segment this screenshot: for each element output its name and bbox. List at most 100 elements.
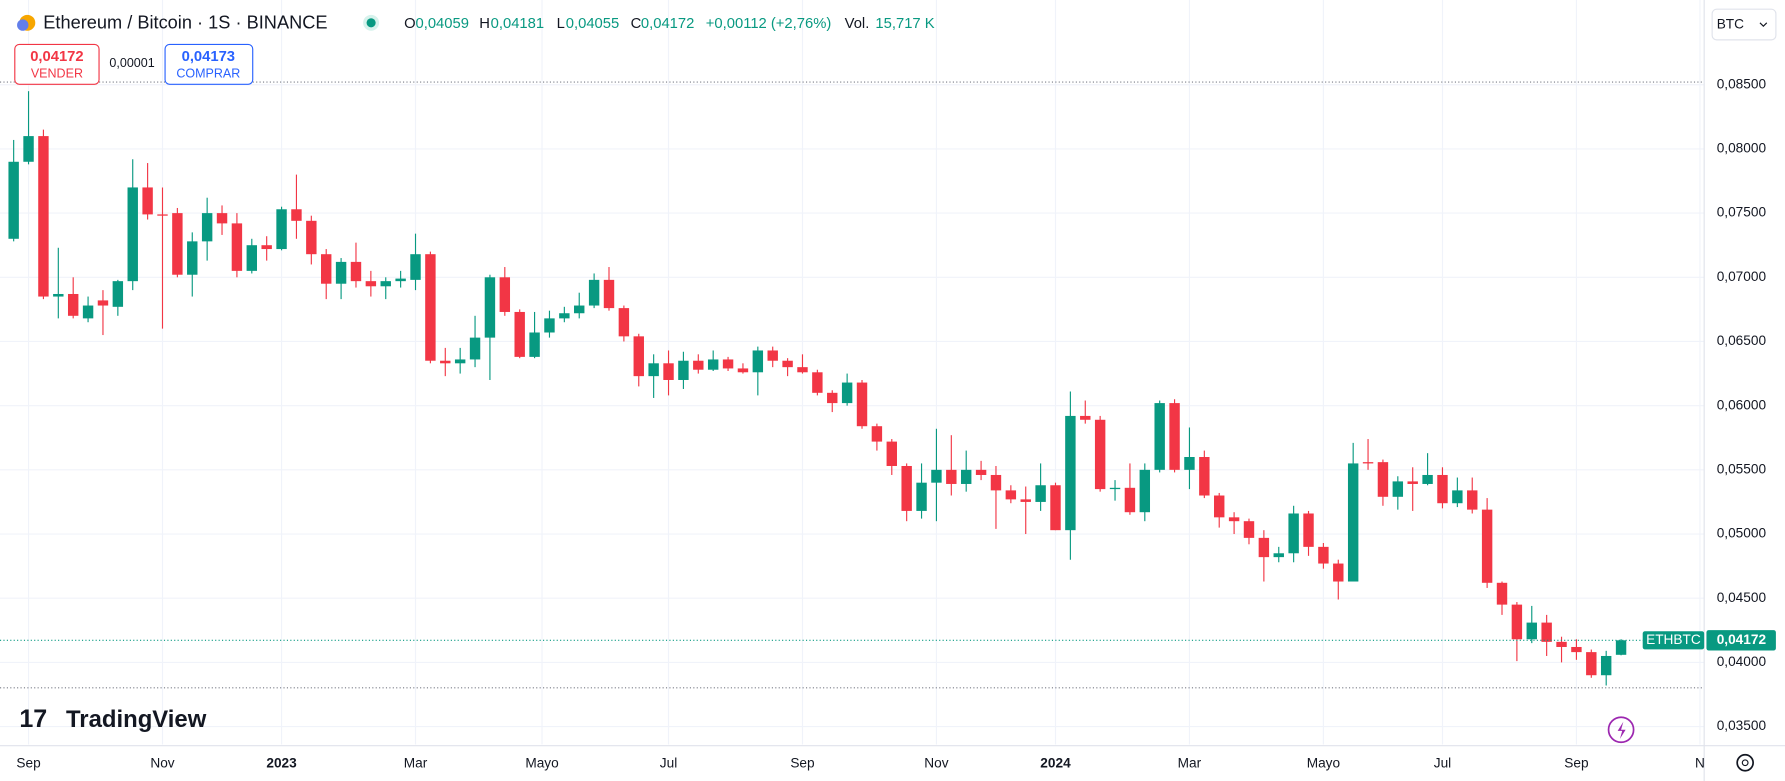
- y-tick-label: 0,06000: [1717, 397, 1767, 412]
- symbol-tag: [1642, 631, 1705, 650]
- candle-body: [1303, 513, 1314, 547]
- candle-body: [871, 426, 883, 442]
- candle-body: [752, 350, 764, 373]
- x-tick-label: Jul: [1434, 756, 1451, 771]
- candle-body: [1556, 641, 1567, 647]
- x-tick-label: Sep: [16, 756, 41, 771]
- candle-body: [1362, 462, 1374, 464]
- y-tick-label: 0,05500: [1717, 461, 1767, 476]
- candle-body: [1347, 463, 1359, 582]
- vol-label: Vol.: [845, 16, 870, 32]
- candle-body: [1541, 622, 1552, 642]
- candle-body: [261, 245, 272, 250]
- candle-body: [588, 279, 600, 306]
- currency-button[interactable]: [1711, 8, 1777, 41]
- candle-body: [246, 245, 258, 271]
- candle-body: [306, 220, 317, 255]
- candle-body: [544, 318, 555, 333]
- currency: BTC: [1717, 17, 1744, 32]
- candle-body: [1481, 509, 1493, 583]
- candle-body: [1422, 474, 1433, 484]
- candles: [0, 81, 1705, 689]
- x-tick-label: N: [1695, 756, 1705, 771]
- candle-body: [529, 332, 540, 357]
- candle-body: [127, 187, 138, 282]
- symbol-tag-label: ETHBTC: [1646, 632, 1701, 647]
- x-tick-label: Nov: [924, 756, 948, 771]
- x-tick-label: Jul: [660, 756, 677, 771]
- buy-label: COMPRAR: [176, 66, 240, 80]
- candle-body: [975, 469, 987, 475]
- candle-body: [827, 392, 838, 404]
- candle-body: [1109, 487, 1121, 490]
- y-tick-label: 0,04500: [1717, 590, 1767, 605]
- x-tick-label: 2024: [1040, 756, 1071, 771]
- candle-body: [216, 213, 228, 224]
- symbol-icon-eth: [17, 19, 29, 31]
- candle-body: [350, 261, 362, 282]
- candle-body: [648, 363, 659, 377]
- change: +0,00112 (+2,76%): [706, 16, 831, 32]
- candle-body: [1184, 457, 1195, 470]
- x-tick-label: Sep: [790, 756, 815, 771]
- candle-body: [663, 363, 674, 380]
- candle-body: [960, 469, 972, 484]
- candle-body: [67, 293, 79, 316]
- candle-body: [231, 223, 243, 271]
- y-tick-label: 0,05000: [1717, 526, 1767, 541]
- candle-body: [1124, 487, 1136, 513]
- candle-body: [901, 465, 912, 511]
- candle-body: [395, 278, 406, 282]
- y-tick-label: 0,07000: [1717, 269, 1767, 284]
- candle-body: [1139, 469, 1151, 513]
- x-tick-label: Sep: [1564, 756, 1589, 771]
- x-tick-label: Mar: [404, 756, 428, 771]
- candle-body: [365, 281, 377, 287]
- candle-body: [291, 209, 302, 221]
- candle-body: [1020, 499, 1031, 502]
- candle-body: [946, 469, 957, 484]
- candle-body: [618, 308, 630, 337]
- candle-body: [797, 367, 808, 373]
- symbol-title: Ethereum / Bitcoin · 1S · BINANCE: [43, 13, 327, 33]
- candle-body: [172, 213, 183, 275]
- candle-body: [112, 281, 124, 307]
- ohlc-label: H: [479, 16, 490, 32]
- spread: 0,00001: [109, 56, 154, 70]
- candle-body: [425, 254, 436, 361]
- settings-icon[interactable]: [1736, 753, 1754, 772]
- flash-icon[interactable]: [1607, 716, 1635, 744]
- buy-button[interactable]: [164, 43, 254, 85]
- candle-body: [603, 279, 615, 309]
- x-tick-label: Mar: [1178, 756, 1202, 771]
- candle-body: [440, 360, 451, 364]
- candle-body: [1511, 604, 1523, 640]
- candle-body: [707, 359, 719, 370]
- settings-glyph: [1741, 759, 1749, 767]
- candle-body: [886, 441, 897, 466]
- ohlc-value: 0,04055: [566, 16, 619, 32]
- candle-body: [722, 359, 734, 369]
- candle-body: [1228, 517, 1240, 522]
- candle-body: [1571, 646, 1582, 653]
- candle-body: [1526, 622, 1537, 640]
- candle-body: [1243, 521, 1255, 538]
- market-status-dot: [366, 18, 376, 28]
- candle-body: [380, 281, 391, 287]
- candle-body: [1333, 563, 1344, 582]
- candle-body: [1258, 537, 1270, 558]
- sell-label: VENDER: [31, 66, 83, 80]
- candle-body: [574, 305, 585, 314]
- candle-body: [1050, 485, 1061, 531]
- candle-body: [737, 368, 749, 373]
- candle-body: [8, 161, 19, 239]
- candle-body: [157, 214, 168, 216]
- candle-body: [53, 293, 64, 297]
- sell-button[interactable]: [14, 43, 100, 85]
- candle-body: [1288, 513, 1299, 554]
- candle-body: [484, 277, 496, 338]
- candle-body: [633, 336, 644, 377]
- candle-body: [1600, 655, 1612, 676]
- candle-body: [454, 359, 466, 364]
- y-tick-label: 0,04000: [1717, 654, 1767, 669]
